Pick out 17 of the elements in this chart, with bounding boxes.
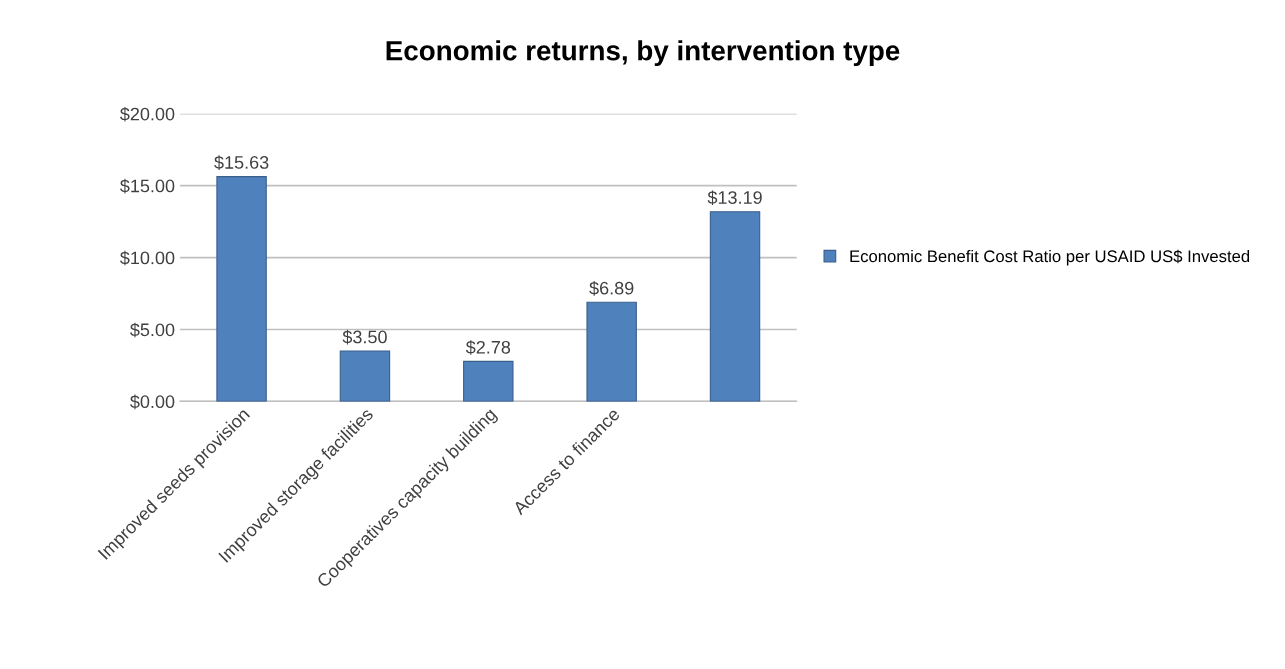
data-label: $6.89 xyxy=(589,281,634,296)
y-tick-label: $15.00 xyxy=(120,178,175,194)
data-label: $15.63 xyxy=(214,155,269,170)
bar xyxy=(339,350,391,402)
y-tick-label: $10.00 xyxy=(120,250,175,266)
y-tick-label: $5.00 xyxy=(130,322,175,338)
bar xyxy=(216,176,267,402)
y-tick-label: $20.00 xyxy=(120,106,175,122)
data-label: $13.19 xyxy=(707,190,762,206)
chart-title: Economic returns, by intervention type xyxy=(386,40,900,67)
data-label: $2.78 xyxy=(465,340,511,355)
bar xyxy=(586,301,637,402)
bar xyxy=(709,211,761,402)
data-label: $3.50 xyxy=(342,329,387,345)
y-tick-label: $0.00 xyxy=(130,394,175,410)
legend-label: Economic Benefit Cost Ratio per USAID US$ Invested xyxy=(850,249,1250,266)
bar xyxy=(463,360,514,402)
